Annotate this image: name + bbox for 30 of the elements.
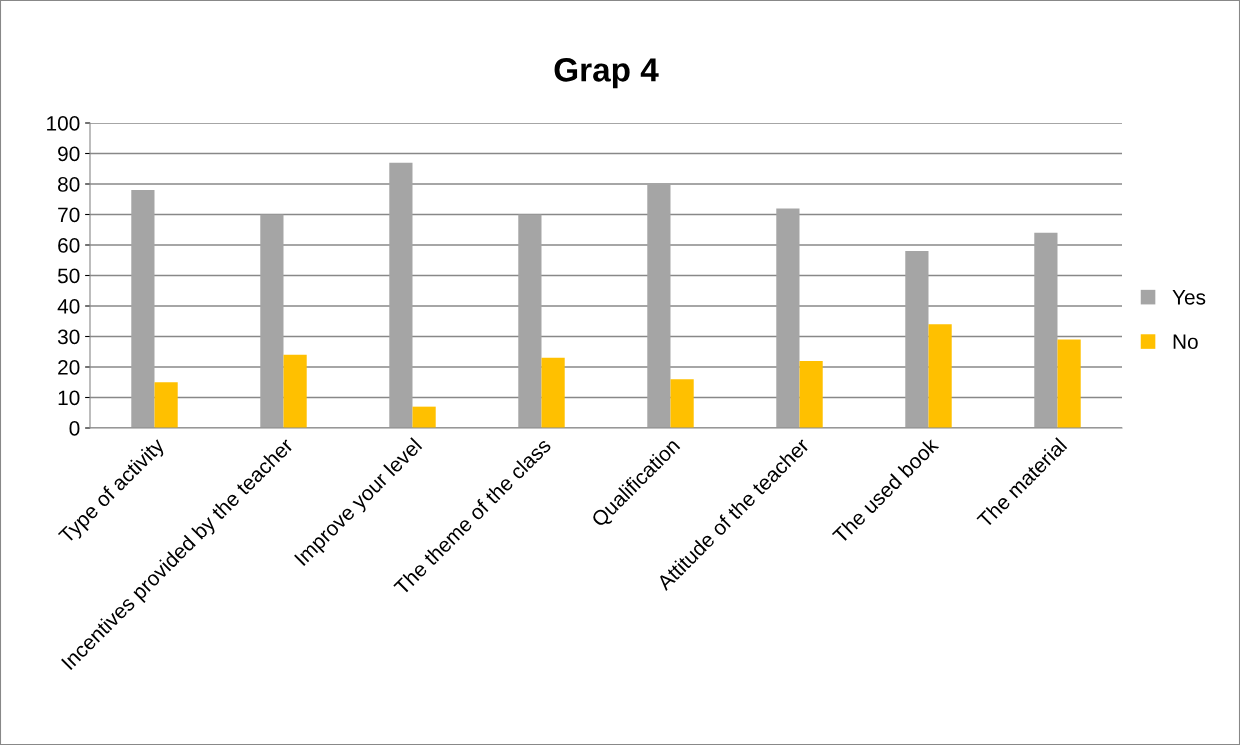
y-tick-label: 90	[58, 146, 80, 162]
bar	[283, 354, 307, 428]
bar	[799, 360, 823, 428]
y-tick-label: 40	[57, 299, 80, 314]
y-tick-label: 50	[57, 268, 80, 284]
y-tick-label: 0	[69, 421, 80, 436]
y-tick-label: 100	[47, 116, 80, 131]
bar	[541, 357, 565, 428]
bar	[260, 214, 284, 428]
bar	[1034, 232, 1058, 428]
bar	[928, 324, 952, 428]
bar	[389, 162, 413, 428]
bar	[131, 190, 155, 428]
y-tick-label: 80	[58, 177, 80, 192]
bar	[154, 382, 178, 428]
bar	[647, 184, 671, 428]
legend-label: Yes	[1172, 290, 1206, 305]
bar	[776, 208, 800, 428]
bar	[412, 406, 436, 428]
y-tick-label: 20	[58, 360, 80, 375]
bar	[670, 379, 694, 428]
y-tick-label: 10	[58, 390, 80, 406]
legend-label: No	[1173, 334, 1198, 350]
y-tick-label: 30	[57, 329, 80, 345]
bar	[518, 214, 542, 428]
y-tick-label: 70	[58, 207, 80, 223]
bar	[905, 251, 929, 428]
chart-title: Grap 4	[554, 58, 659, 89]
bar	[1057, 339, 1081, 428]
y-tick-label: 60	[58, 238, 80, 253]
